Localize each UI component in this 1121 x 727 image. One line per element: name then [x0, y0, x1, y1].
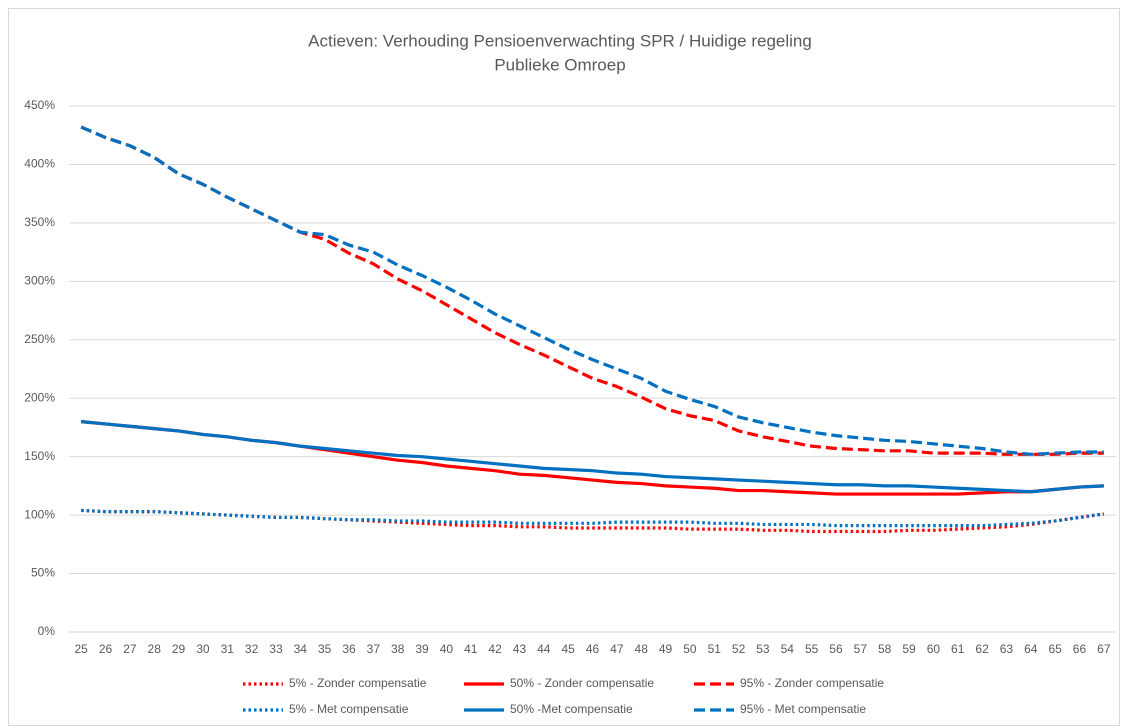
x-tick-label: 31 [221, 642, 235, 656]
x-tick-label: 52 [732, 642, 746, 656]
x-tick-label: 51 [708, 642, 722, 656]
x-tick-label: 54 [781, 642, 795, 656]
x-tick-label: 50 [683, 642, 697, 656]
y-tick-label: 0% [38, 624, 56, 638]
x-tick-label: 47 [610, 642, 624, 656]
x-tick-label: 36 [342, 642, 356, 656]
x-tick-label: 59 [902, 642, 916, 656]
legend-label: 95% - Zonder compensatie [740, 676, 884, 690]
x-tick-label: 28 [148, 642, 162, 656]
legend-label: 5% - Met compensatie [289, 702, 409, 716]
y-tick-label: 50% [31, 566, 55, 580]
x-tick-label: 66 [1073, 642, 1087, 656]
y-tick-label: 250% [24, 332, 55, 346]
x-tick-label: 43 [513, 642, 527, 656]
x-tick-label: 64 [1024, 642, 1038, 656]
x-tick-label: 48 [635, 642, 649, 656]
chart-subtitle: Publieke Omroep [494, 55, 625, 74]
x-tick-label: 67 [1097, 642, 1111, 656]
y-tick-label: 350% [24, 215, 55, 229]
y-tick-label: 400% [24, 157, 55, 171]
series-line [80, 125, 1104, 456]
legend-label: 95% - Met compensatie [740, 702, 866, 716]
x-tick-label: 57 [854, 642, 868, 656]
legend-label: 5% - Zonder compensatie [289, 676, 427, 690]
y-tick-label: 100% [24, 507, 55, 521]
x-tick-label: 65 [1048, 642, 1062, 656]
x-tick-label: 63 [1000, 642, 1014, 656]
x-tick-label: 45 [561, 642, 575, 656]
series-line [81, 508, 1105, 528]
x-tick-label: 42 [488, 642, 502, 656]
x-tick-label: 27 [123, 642, 137, 656]
x-tick-label: 58 [878, 642, 892, 656]
chart-frame [8, 8, 1120, 726]
x-tick-label: 61 [951, 642, 965, 656]
x-tick-label: 37 [367, 642, 381, 656]
x-tick-label: 34 [294, 642, 308, 656]
y-tick-label: 200% [24, 390, 55, 404]
x-tick-label: 33 [269, 642, 283, 656]
x-tick-label: 30 [196, 642, 210, 656]
x-tick-label: 29 [172, 642, 186, 656]
x-tick-label: 26 [99, 642, 113, 656]
x-tick-label: 56 [829, 642, 843, 656]
legend-label: 50% -Met compensatie [510, 702, 633, 716]
x-tick-label: 49 [659, 642, 673, 656]
chart-title: Actieven: Verhouding Pensioenverwachting… [308, 31, 812, 50]
x-tick-label: 41 [464, 642, 478, 656]
x-tick-label: 35 [318, 642, 332, 656]
x-tick-label: 46 [586, 642, 600, 656]
y-tick-label: 450% [24, 98, 55, 112]
legend-label: 50% - Zonder compensatie [510, 676, 654, 690]
x-tick-label: 40 [440, 642, 454, 656]
x-tick-label: 39 [415, 642, 429, 656]
x-tick-label: 44 [537, 642, 551, 656]
x-tick-label: 55 [805, 642, 819, 656]
x-tick-label: 62 [975, 642, 989, 656]
x-tick-label: 25 [74, 642, 88, 656]
series-line [81, 420, 1104, 494]
y-tick-label: 150% [24, 449, 55, 463]
x-tick-label: 53 [756, 642, 770, 656]
x-tick-label: 38 [391, 642, 405, 656]
x-tick-label: 60 [927, 642, 941, 656]
x-tick-label: 32 [245, 642, 259, 656]
y-tick-label: 300% [24, 274, 55, 288]
